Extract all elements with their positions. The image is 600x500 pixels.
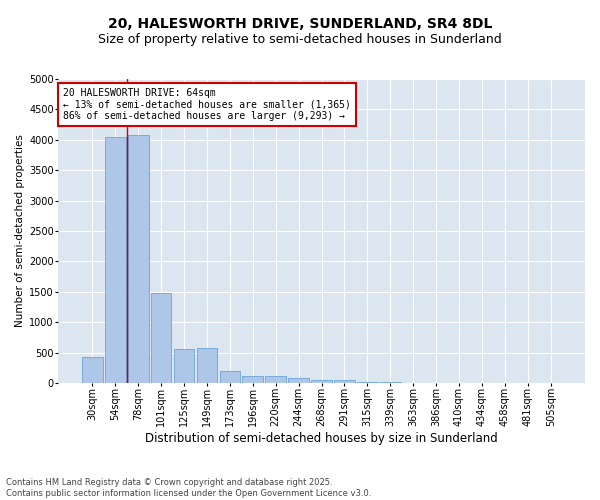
Bar bbox=[151, 293, 172, 383]
Text: 20 HALESWORTH DRIVE: 64sqm
← 13% of semi-detached houses are smaller (1,365)
86%: 20 HALESWORTH DRIVE: 64sqm ← 13% of semi… bbox=[64, 88, 351, 122]
Text: Size of property relative to semi-detached houses in Sunderland: Size of property relative to semi-detach… bbox=[98, 32, 502, 46]
X-axis label: Distribution of semi-detached houses by size in Sunderland: Distribution of semi-detached houses by … bbox=[145, 432, 498, 445]
Bar bbox=[334, 380, 355, 383]
Bar bbox=[311, 380, 332, 383]
Text: Contains HM Land Registry data © Crown copyright and database right 2025.
Contai: Contains HM Land Registry data © Crown c… bbox=[6, 478, 371, 498]
Bar bbox=[289, 378, 309, 383]
Bar bbox=[82, 357, 103, 383]
Bar bbox=[242, 376, 263, 383]
Bar bbox=[105, 136, 125, 383]
Bar bbox=[174, 349, 194, 383]
Bar bbox=[357, 382, 377, 383]
Bar bbox=[220, 370, 240, 383]
Bar bbox=[265, 376, 286, 383]
Bar bbox=[128, 135, 149, 383]
Y-axis label: Number of semi-detached properties: Number of semi-detached properties bbox=[15, 134, 25, 328]
Bar bbox=[197, 348, 217, 383]
Text: 20, HALESWORTH DRIVE, SUNDERLAND, SR4 8DL: 20, HALESWORTH DRIVE, SUNDERLAND, SR4 8D… bbox=[108, 18, 492, 32]
